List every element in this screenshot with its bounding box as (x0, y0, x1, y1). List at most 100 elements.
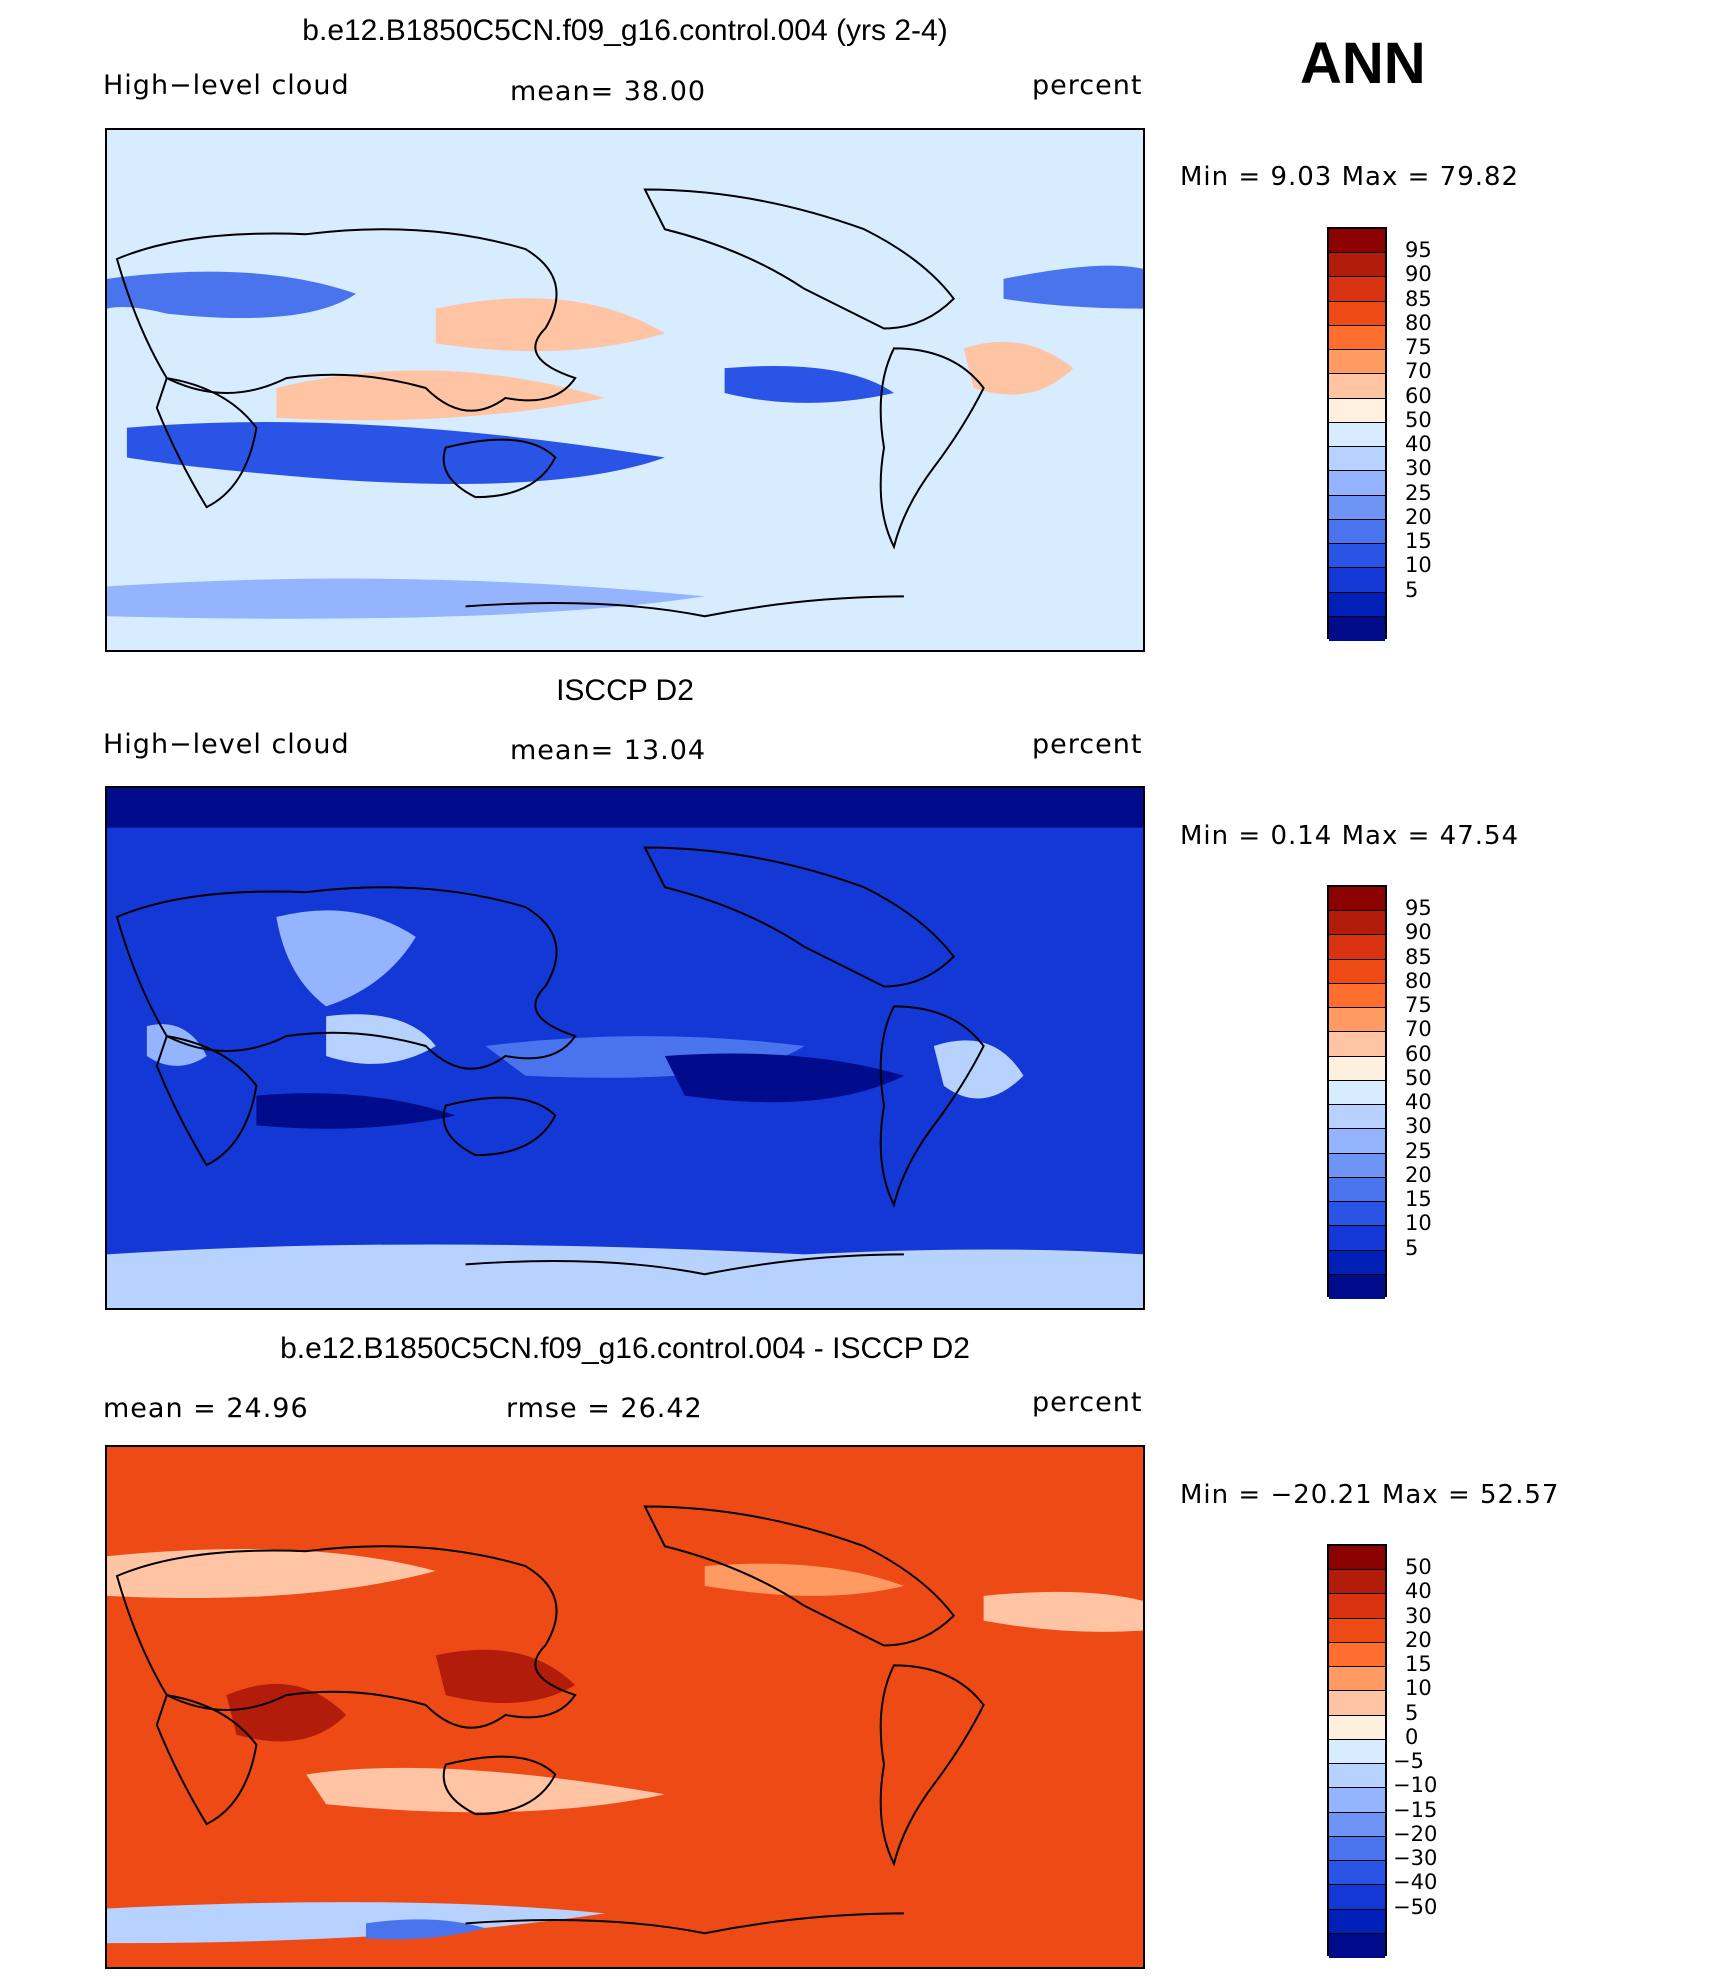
colorbar-swatch (1329, 1032, 1385, 1057)
colorbar-swatch (1329, 1861, 1385, 1886)
panel1-minmax: Min = 9.03 Max = 79.82 (1180, 162, 1520, 192)
colorbar-swatch (1329, 616, 1385, 641)
colorbar-swatch (1329, 1642, 1385, 1668)
panel1-map (105, 128, 1145, 652)
panel3-title: b.e12.B1850C5CN.f09_g16.control.004 - IS… (280, 1332, 970, 1365)
colorbar-swatch (1329, 1691, 1385, 1716)
colorbar-tick-label: 95 (1405, 238, 1432, 263)
panel1-colorbar (1327, 227, 1387, 641)
panel1-atlantic-track (1003, 265, 1143, 309)
colorbar-swatch (1329, 1274, 1385, 1299)
panel2-minmax: Min = 0.14 Max = 47.54 (1180, 821, 1520, 851)
colorbar-swatch (1329, 1129, 1385, 1154)
panel3-coastlines (115, 1505, 985, 1935)
panel3-units-label: percent (1032, 1387, 1143, 1418)
colorbar-swatch (1329, 1667, 1385, 1692)
colorbar-tick-label: −10 (1393, 1773, 1438, 1798)
panel2-map (105, 786, 1145, 1310)
colorbar-tick-label: 85 (1405, 944, 1432, 969)
colorbar-tick-label: −50 (1393, 1894, 1438, 1919)
colorbar-swatch (1329, 983, 1385, 1009)
colorbar-swatch (1329, 1594, 1385, 1619)
colorbar-swatch (1329, 374, 1385, 399)
colorbar-swatch (1329, 1933, 1385, 1958)
colorbar-tick-label: 40 (1405, 1579, 1432, 1604)
colorbar-swatch (1329, 1056, 1385, 1081)
colorbar-tick-label: 30 (1405, 1114, 1432, 1139)
panel3-storm-track-diff (107, 1548, 436, 1599)
colorbar-tick-label: 30 (1405, 456, 1432, 481)
colorbar-swatch (1329, 471, 1385, 496)
panel2-pacific-clear (664, 1053, 904, 1103)
colorbar-swatch (1329, 592, 1385, 617)
colorbar-swatch (1329, 229, 1385, 254)
colorbar-tick-label: 25 (1405, 480, 1432, 505)
panel1-title: b.e12.B1850C5CN.f09_g16.control.004 (yrs… (302, 14, 948, 47)
colorbar-tick-label: 75 (1405, 335, 1432, 360)
panel1-pacific-dry (724, 365, 894, 403)
panel1-southern-band (107, 578, 705, 619)
panel3-colorbar-labels: 50 40 30 20 15 10 5 0 −5 −10 −15 −20 −30 −40 −50 (1393, 1544, 1465, 1956)
panel3-subtropical-low (306, 1767, 665, 1813)
colorbar-tick-label: 50 (1405, 1555, 1432, 1580)
panel1-subtropical-dry (126, 422, 665, 484)
colorbar-swatch (1329, 325, 1385, 351)
panel3-indian-high (226, 1683, 347, 1742)
colorbar-tick-label: 5 (1405, 1700, 1419, 1725)
panel2-colorbar (1327, 885, 1387, 1299)
colorbar-tick-label: 85 (1405, 286, 1432, 311)
colorbar-swatch (1329, 1618, 1385, 1643)
panel3-npac-diff (704, 1563, 904, 1596)
colorbar-tick-label: −5 (1393, 1749, 1424, 1774)
panel2-indian-clear (256, 1093, 456, 1129)
colorbar-swatch (1329, 887, 1385, 912)
colorbar-tick-label: 70 (1405, 359, 1432, 384)
colorbar-tick-label: 15 (1405, 1187, 1432, 1212)
colorbar-swatch (1329, 544, 1385, 569)
colorbar-tick-label: 80 (1405, 310, 1432, 335)
colorbar-tick-label: 10 (1405, 1211, 1432, 1236)
panel2-mean-label: mean= 13.04 (510, 735, 707, 766)
colorbar-tick-label: 50 (1405, 1065, 1432, 1090)
colorbar-tick-label: 10 (1405, 553, 1432, 578)
colorbar-tick-label: 50 (1405, 407, 1432, 432)
colorbar-swatch (1329, 1570, 1385, 1595)
panel1-maritime-cloud (435, 298, 665, 352)
panel2-maritime-cloud (326, 1014, 436, 1064)
panel3-map-svg (107, 1447, 1143, 1967)
colorbar-tick-label: −30 (1393, 1846, 1438, 1871)
panel3-maritime-high (435, 1649, 576, 1704)
panel2-title: ISCCP D2 (556, 674, 694, 707)
colorbar-tick-label: 70 (1405, 1017, 1432, 1042)
colorbar-tick-label: 0 (1405, 1724, 1419, 1749)
colorbar-swatch (1329, 447, 1385, 472)
panel2-colorbar-labels: 95 90 85 80 75 70 60 50 40 30 25 20 15 10 5 (1405, 885, 1465, 1297)
panel1-itcz-cloud (276, 370, 606, 421)
colorbar-tick-label: 20 (1405, 1162, 1432, 1187)
panel1-mean-label: mean= 38.00 (510, 76, 707, 107)
colorbar-tick-label: −40 (1393, 1870, 1438, 1895)
panel1-amazon-cloud (963, 341, 1074, 395)
panel1-variable-label: High−level cloud (103, 70, 350, 101)
panel3-antarctic-neg (107, 1902, 606, 1944)
colorbar-swatch (1329, 1764, 1385, 1789)
colorbar-tick-label: 5 (1405, 1235, 1419, 1260)
panel2-africa-cloud (146, 1024, 207, 1066)
colorbar-swatch (1329, 519, 1385, 545)
colorbar-swatch (1329, 495, 1385, 520)
panel3-colorbar (1327, 1544, 1387, 1958)
panel2-amazon-cloud (933, 1040, 1024, 1099)
colorbar-tick-label: 15 (1405, 529, 1432, 554)
panel1-units-label: percent (1032, 70, 1143, 101)
panel3-minmax: Min = −20.21 Max = 52.57 (1180, 1480, 1560, 1510)
panel2-tibet-cloud (276, 910, 416, 1007)
colorbar-swatch (1329, 1715, 1385, 1740)
colorbar-swatch (1329, 398, 1385, 423)
colorbar-tick-label: 5 (1405, 577, 1419, 602)
colorbar-tick-label: 75 (1405, 993, 1432, 1018)
panel3-atlantic-diff (983, 1591, 1143, 1632)
colorbar-tick-label: 10 (1405, 1676, 1432, 1701)
colorbar-swatch (1329, 1546, 1385, 1571)
colorbar-tick-label: 15 (1405, 1652, 1432, 1677)
panel3-antarctic-strongneg (366, 1919, 486, 1940)
